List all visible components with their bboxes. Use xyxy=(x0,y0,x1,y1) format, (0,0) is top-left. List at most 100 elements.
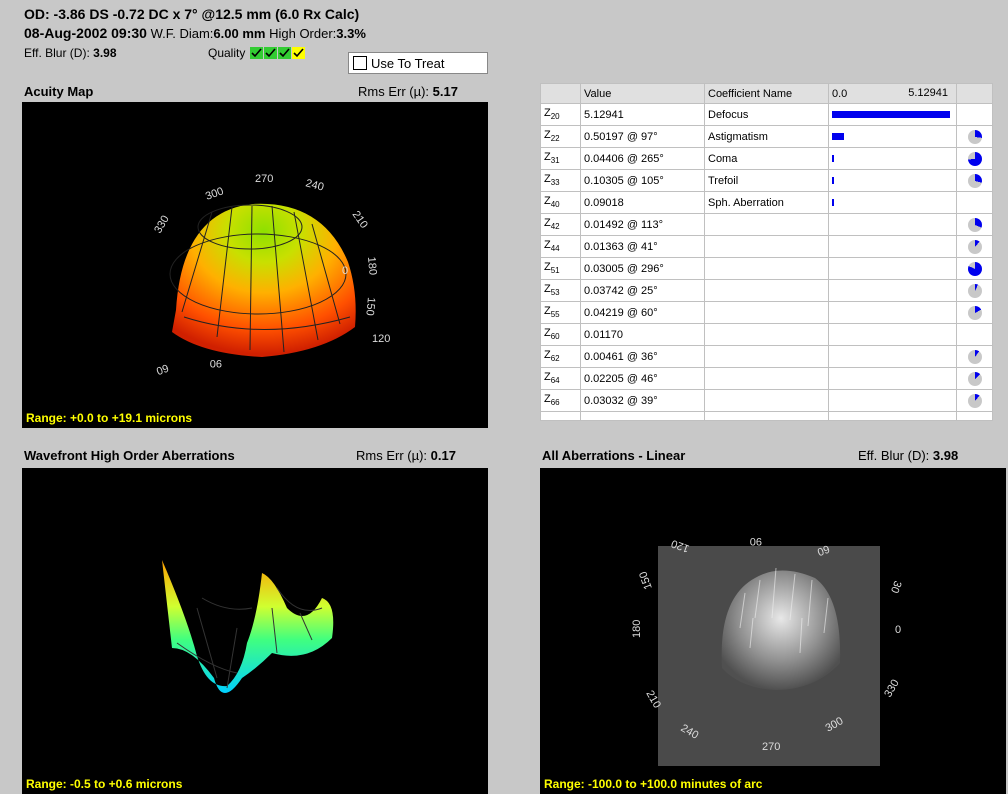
zernike-index: 64 xyxy=(550,376,560,386)
quality-checks xyxy=(249,46,305,60)
table-row[interactable]: Z31 0.04406 @ 265° Coma xyxy=(540,147,993,170)
eff-blur-header: Eff. Blur (D): 3.98 xyxy=(24,46,117,60)
axis-cell xyxy=(956,367,993,390)
all-aberrations-blur: Eff. Blur (D): 3.98 xyxy=(858,448,958,463)
zernike-term: Z51 xyxy=(540,257,581,280)
coefficient-value: 0.01170 xyxy=(580,323,705,346)
zernike-term: Z66 xyxy=(540,389,581,412)
coefficient-name xyxy=(704,235,829,258)
zernike-index: 60 xyxy=(550,332,560,342)
table-row[interactable]: Z53 0.03742 @ 25° xyxy=(540,279,993,302)
magnitude-bar xyxy=(832,133,844,140)
zernike-symbol: Z xyxy=(544,217,551,230)
axis-pie-icon xyxy=(967,173,982,188)
axis-cell xyxy=(956,301,993,324)
acuity-rms-value: 5.17 xyxy=(432,84,458,99)
zernike-symbol: Z xyxy=(544,239,551,252)
exam-info: 08-Aug-2002 09:30 W.F. Diam:6.00 mm High… xyxy=(24,25,366,41)
aberration-angle-label: 60 xyxy=(815,542,831,557)
use-to-treat-checkbox[interactable]: Use To Treat xyxy=(348,52,488,74)
zernike-symbol: Z xyxy=(544,283,551,296)
coefficient-value: 0.00461 @ 36° xyxy=(580,345,705,368)
zernike-term: Z53 xyxy=(540,279,581,302)
acuity-map-panel[interactable]: 330 300 270 240 210 180 150 120 90 60 0 Range: +0.… xyxy=(22,102,488,428)
scale-column-header[interactable]: 0.0 5.12941 xyxy=(828,83,957,104)
axis-pie-icon xyxy=(967,239,982,254)
acuity-rms-label: Rms Err (µ): xyxy=(358,84,430,99)
axis-cell xyxy=(956,191,993,214)
wf-diam-value: 6.00 mm xyxy=(213,26,266,41)
table-row[interactable]: Z22 0.50197 @ 97° Astigmatism xyxy=(540,125,993,148)
zernike-symbol: Z xyxy=(544,349,551,362)
magnitude-cell xyxy=(828,125,957,148)
wavefront-panel[interactable]: Range: -0.5 to +0.6 microns xyxy=(22,468,488,794)
wavefront-range: Range: -0.5 to +0.6 microns xyxy=(26,777,183,791)
all-aberrations-blur-label: Eff. Blur (D): xyxy=(858,448,930,463)
magnitude-cell xyxy=(828,235,957,258)
coefficient-value: 0.03032 @ 39° xyxy=(580,389,705,412)
axis-pie-icon xyxy=(967,217,982,232)
zernike-term: Z20 xyxy=(540,103,581,126)
acuity-angle-label: 270 xyxy=(255,173,273,185)
zernike-index: 55 xyxy=(550,310,560,320)
magnitude-cell xyxy=(828,367,957,390)
magnitude-cell xyxy=(828,147,957,170)
magnitude-bar xyxy=(832,155,834,162)
zernike-index: 53 xyxy=(550,288,560,298)
quality-check-icon xyxy=(249,47,263,59)
magnitude-cell xyxy=(828,323,957,346)
zernike-column-header[interactable] xyxy=(540,83,581,104)
table-row[interactable]: Z66 0.03032 @ 39° xyxy=(540,389,993,412)
table-row[interactable]: Z55 0.04219 @ 60° xyxy=(540,301,993,324)
acuity-angle-label: 330 xyxy=(152,214,172,236)
axis-pie-icon xyxy=(967,371,982,386)
zernike-symbol: Z xyxy=(544,327,551,340)
coefficient-name xyxy=(704,389,829,412)
coefficient-value: 0.02205 @ 46° xyxy=(580,367,705,390)
acuity-angle-label: 180 xyxy=(365,256,379,275)
checkbox-box[interactable] xyxy=(353,56,367,70)
aberration-angle-label: 0 xyxy=(895,624,901,636)
magnitude-cell xyxy=(828,257,957,280)
table-row[interactable]: Z60 0.01170 xyxy=(540,323,993,346)
wavefront-rms-value: 0.17 xyxy=(430,448,456,463)
coefficient-value: 0.01363 @ 41° xyxy=(580,235,705,258)
axis-column-header[interactable] xyxy=(956,83,993,104)
table-row[interactable]: Z64 0.02205 @ 46° xyxy=(540,367,993,390)
acuity-range: Range: +0.0 to +19.1 microns xyxy=(26,411,192,425)
eff-blur-value: 3.98 xyxy=(93,46,117,60)
zernike-term: Z44 xyxy=(540,235,581,258)
zernike-index: 20 xyxy=(550,112,560,122)
acuity-angle-label: 90 xyxy=(210,357,222,369)
quality-check-icon xyxy=(263,47,277,59)
acuity-angle-label: 60 xyxy=(154,361,170,376)
table-row[interactable]: Z42 0.01492 @ 113° xyxy=(540,213,993,236)
table-row[interactable]: Z62 0.00461 @ 36° xyxy=(540,345,993,368)
coefficient-name xyxy=(704,279,829,302)
zernike-term: Z62 xyxy=(540,345,581,368)
axis-cell xyxy=(956,257,993,280)
axis-pie-icon xyxy=(967,151,982,166)
zernike-symbol: Z xyxy=(544,129,551,142)
name-column-header[interactable]: Coefficient Name xyxy=(704,83,829,104)
coefficient-value: 0.03742 @ 25° xyxy=(580,279,705,302)
table-row[interactable]: Z40 0.09018 Sph. Aberration xyxy=(540,191,993,214)
table-row[interactable]: Z51 0.03005 @ 296° xyxy=(540,257,993,280)
magnitude-bar xyxy=(832,111,950,118)
magnitude-cell xyxy=(828,169,957,192)
table-row[interactable]: Z33 0.10305 @ 105° Trefoil xyxy=(540,169,993,192)
value-column-header[interactable]: Value xyxy=(580,83,705,104)
high-order-value: 3.3% xyxy=(336,26,366,41)
coefficient-name xyxy=(704,367,829,390)
all-aberrations-panel[interactable]: 90 60 120 30 150 180 0 210 330 240 300 270 Range: -… xyxy=(540,468,1006,794)
coefficient-value: 0.03005 @ 296° xyxy=(580,257,705,280)
axis-cell xyxy=(956,345,993,368)
aberration-angle-label: 90 xyxy=(750,535,762,547)
table-row[interactable]: Z20 5.12941 Defocus xyxy=(540,103,993,126)
eff-blur-label: Eff. Blur (D): xyxy=(24,46,90,60)
wf-diam-label: W.F. Diam: xyxy=(150,26,214,41)
coefficient-name: Coma xyxy=(704,147,829,170)
table-row[interactable]: Z44 0.01363 @ 41° xyxy=(540,235,993,258)
acuity-angle-label: 120 xyxy=(372,333,390,345)
aberration-angle-label: 120 xyxy=(670,537,691,555)
